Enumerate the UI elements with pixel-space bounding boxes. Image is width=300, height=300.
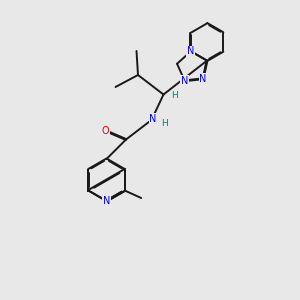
Text: N: N [181, 76, 188, 86]
Text: H: H [171, 92, 177, 100]
Text: N: N [103, 196, 110, 206]
Text: N: N [187, 46, 195, 56]
Text: N: N [149, 113, 157, 124]
Text: H: H [162, 118, 168, 127]
Text: N: N [200, 74, 207, 84]
Text: O: O [101, 125, 109, 136]
